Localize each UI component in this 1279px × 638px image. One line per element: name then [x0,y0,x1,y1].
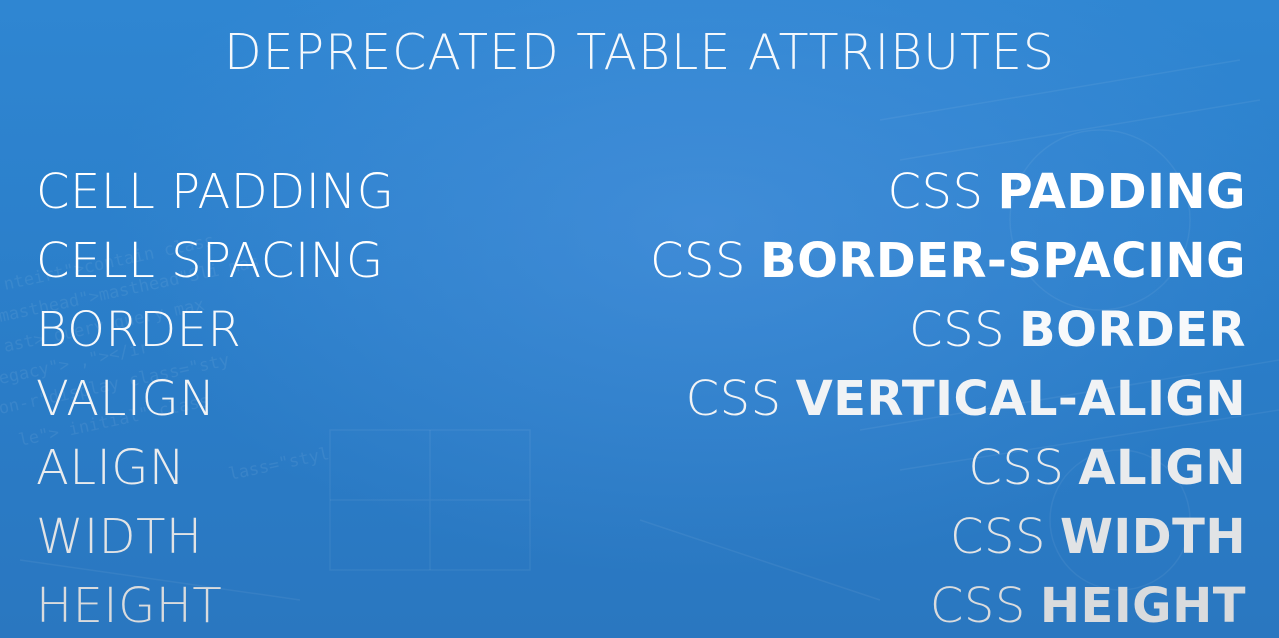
css-replacement-height: CSS HEIGHT [930,572,1246,638]
css-prefix: CSS [685,371,782,427]
css-replacement-width: CSS WIDTH [950,503,1246,572]
attribute-border: BORDER [36,302,242,358]
css-property: BORDER-SPACING [759,233,1246,289]
attribute-height: HEIGHT [36,578,223,634]
css-prefix: CSS [949,509,1046,565]
slide-title: DEPRECATED TABLE ATTRIBUTES [223,24,1056,81]
css-property: PADDING [997,164,1246,220]
deprecated-attributes-list: CELL PADDING CELL SPACING BORDER VALIGN … [36,158,394,638]
css-property: ALIGN [1078,440,1246,496]
css-prefix: CSS [650,233,746,289]
css-prefix: CSS [929,578,1026,634]
css-replacement-border-spacing: CSS BORDER-SPACING [650,227,1246,296]
css-replacement-border: CSS BORDER [909,296,1246,365]
css-prefix: CSS [887,164,984,220]
css-property: WIDTH [1059,509,1246,565]
attribute-cell-spacing: CELL SPACING [36,233,384,289]
css-replacements-list: CSS PADDING CSS BORDER-SPACING CSS BORDER C… [650,158,1246,638]
attribute-valign: VALIGN [36,371,216,427]
css-property: VERTICAL-ALIGN [795,371,1246,427]
css-prefix: CSS [968,440,1065,496]
css-property: BORDER [1019,302,1246,358]
attribute-cell-padding: CELL PADDING [36,164,395,220]
attribute-align: ALIGN [36,440,186,496]
css-prefix: CSS [909,302,1006,358]
css-replacement-vertical-align: CSS VERTICAL-ALIGN [686,365,1246,434]
css-property: HEIGHT [1039,578,1246,634]
css-replacement-padding: CSS PADDING [888,158,1247,227]
css-replacement-align: CSS ALIGN [968,434,1246,503]
attribute-width: WIDTH [36,509,203,565]
